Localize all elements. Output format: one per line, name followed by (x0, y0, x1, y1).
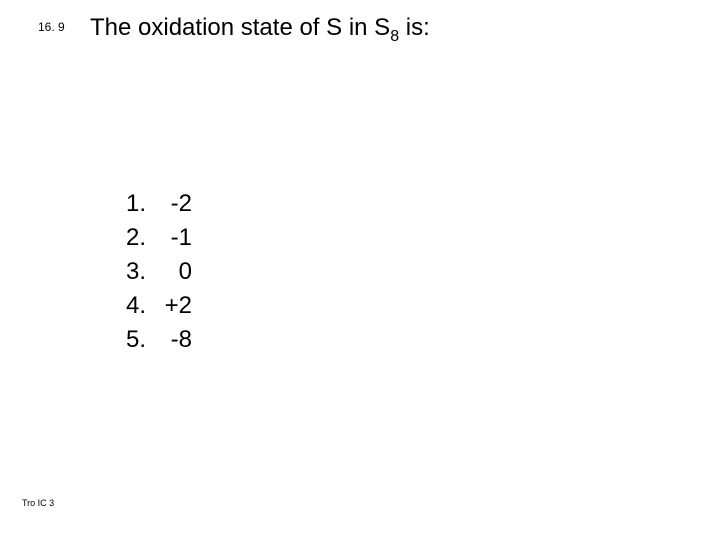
option-number: 5. (116, 326, 146, 354)
list-item: 4. +2 (116, 292, 192, 326)
list-item: 2. -1 (116, 224, 192, 258)
question-prefix: The oxidation state of S in S (90, 14, 390, 41)
option-number: 4. (116, 292, 146, 320)
list-item: 1. -2 (116, 190, 192, 224)
option-value: 0 (146, 258, 192, 286)
list-item: 3. 0 (116, 258, 192, 292)
option-number: 1. (116, 190, 146, 218)
option-number: 2. (116, 224, 146, 252)
question-subscript: 8 (390, 28, 399, 45)
option-number: 3. (116, 258, 146, 286)
option-value: -2 (146, 190, 192, 218)
option-value: -8 (146, 326, 192, 354)
section-number: 16. 9 (38, 20, 65, 34)
question-text: The oxidation state of S in S8 is: (90, 14, 430, 46)
footer-citation: Tro IC 3 (22, 498, 54, 508)
option-value: -1 (146, 224, 192, 252)
slide: 16. 9 The oxidation state of S in S8 is:… (0, 0, 720, 540)
option-value: +2 (146, 292, 192, 320)
question-suffix: is: (399, 14, 430, 41)
options-list: 1. -2 2. -1 3. 0 4. +2 5. -8 (116, 190, 192, 360)
list-item: 5. -8 (116, 326, 192, 360)
